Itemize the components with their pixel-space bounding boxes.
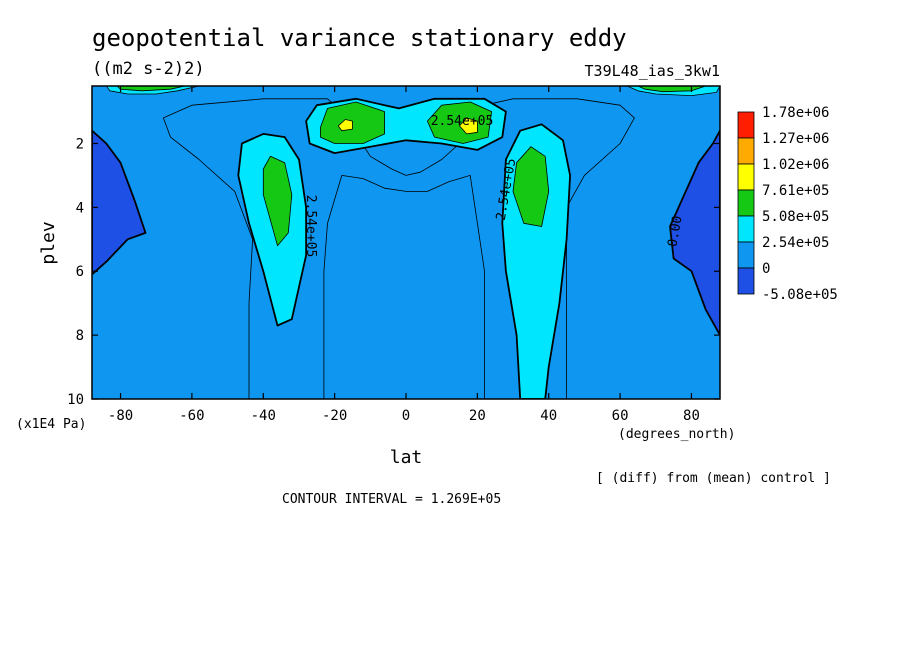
x-tick-label: -20 [322,408,347,424]
y-tick-label: 6 [76,264,84,280]
colorbar-label: 2.54e+05 [762,235,829,251]
x-tick-label: -40 [251,408,276,424]
colorbar-label: -5.08e+05 [762,287,838,303]
colorbar-label: 1.27e+06 [762,131,829,147]
colorbar-label: 5.08e+05 [762,209,829,225]
chart-title: geopotential variance stationary eddy [92,24,627,52]
contour-region-sh-pole-negative [92,129,147,276]
x-axis: -80 -60 -40 -20 0 20 40 60 80 [108,86,700,424]
x-tick-label: 80 [683,408,700,424]
contour-label: 2.54e+05 [303,195,318,258]
diff-note: [ (diff) from (mean) control ] [596,471,831,486]
y-axis: 2 4 6 8 10 [67,136,720,408]
x-axis-label: lat [390,447,423,468]
colorbar-box [737,111,755,139]
colorbar-box [737,267,755,295]
colorbar-box [737,215,755,243]
contour-region-nh-upper-core [426,101,493,144]
y-axis-label: plev [38,221,59,264]
contour-interval: CONTOUR INTERVAL = 1.269E+05 [282,492,501,507]
x-tick-label: 40 [540,408,557,424]
y-axis-units: (x1E4 Pa) [16,417,86,432]
colorbar-label: 1.78e+06 [762,105,829,121]
colorbar-box [737,189,755,217]
x-tick-label: -80 [108,408,133,424]
contour-region-nh-core [512,146,550,227]
x-tick-label: 60 [612,408,629,424]
y-tick-label: 8 [76,328,84,344]
contour-region-sh-cap-core [116,86,186,92]
colorbar-box [737,163,755,191]
x-tick-label: -60 [179,408,204,424]
contour-region-nh-pole-negative [669,129,720,337]
x-axis-units: (degrees_north) [618,427,735,442]
contour-label: 2.54e+05 [431,114,494,129]
colorbar-box [737,137,755,165]
contour-label: 0.00 [665,215,685,248]
contour-region-sh-core [262,155,293,247]
colorbar-label: 0 [762,261,770,277]
chart-units: ((m2 s-2)2) [92,59,205,79]
y-tick-label: 2 [76,136,84,152]
colorbar-box [737,241,755,269]
colorbar: 1.78e+06 1.27e+06 1.02e+06 7.61e+05 5.08e+05… [737,105,838,303]
colorbar-label: 1.02e+06 [762,157,829,173]
contour-region-nh-upper-peak [459,117,478,135]
x-tick-label: 20 [469,408,486,424]
colorbar-label: 7.61e+05 [762,183,829,199]
contour-regions [92,86,720,399]
contour-region-sh-upper-peak [337,119,353,132]
x-tick-label: 0 [402,408,410,424]
contour-region-nh-cap-core [637,86,707,93]
y-tick-label: 4 [76,200,84,216]
experiment-label: T39L48_ias_3kw1 [585,62,720,80]
y-tick-label: 10 [67,392,84,408]
